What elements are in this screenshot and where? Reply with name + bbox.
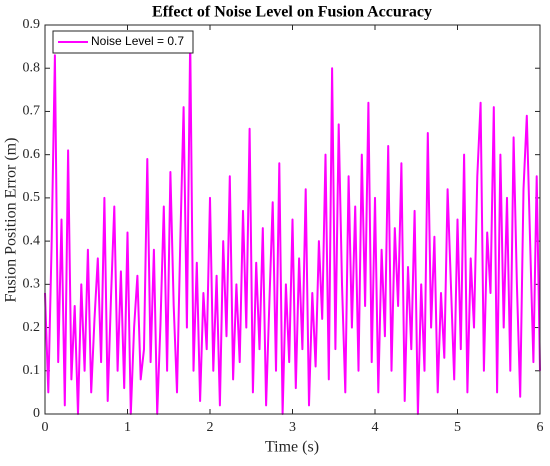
x-tick-label: 5 <box>454 420 461 435</box>
y-tick-label: 0.8 <box>23 60 41 75</box>
data-line <box>44 36 541 415</box>
y-tick-label: 0.5 <box>23 190 41 205</box>
x-tick-label: 1 <box>124 420 131 435</box>
y-tick-label: 0.4 <box>23 233 41 248</box>
x-tick-label: 3 <box>289 420 296 435</box>
legend-box <box>52 30 194 54</box>
y-tick-label: 0.3 <box>23 277 41 292</box>
x-axis-label: Time (s) <box>265 439 319 456</box>
y-tick-label: 0.6 <box>23 147 41 162</box>
y-tick-label: 0.1 <box>23 363 41 378</box>
x-tick-label: 6 <box>537 420 544 435</box>
chart-title: Effect of Noise Level on Fusion Accuracy <box>152 4 432 21</box>
y-axis-label: Fusion Position Error (m) <box>3 138 20 303</box>
legend-label: Noise Level = 0.7 <box>91 34 184 48</box>
y-tick-label: 0.2 <box>23 320 41 335</box>
x-tick-label: 2 <box>207 420 214 435</box>
y-tick-label: 0.9 <box>23 17 41 32</box>
y-tick-label: 0.7 <box>23 104 41 119</box>
x-tick-label: 4 <box>372 420 379 435</box>
x-tick-label: 0 <box>42 420 49 435</box>
plot-border <box>44 24 541 415</box>
y-tick-label: 0 <box>33 406 40 421</box>
